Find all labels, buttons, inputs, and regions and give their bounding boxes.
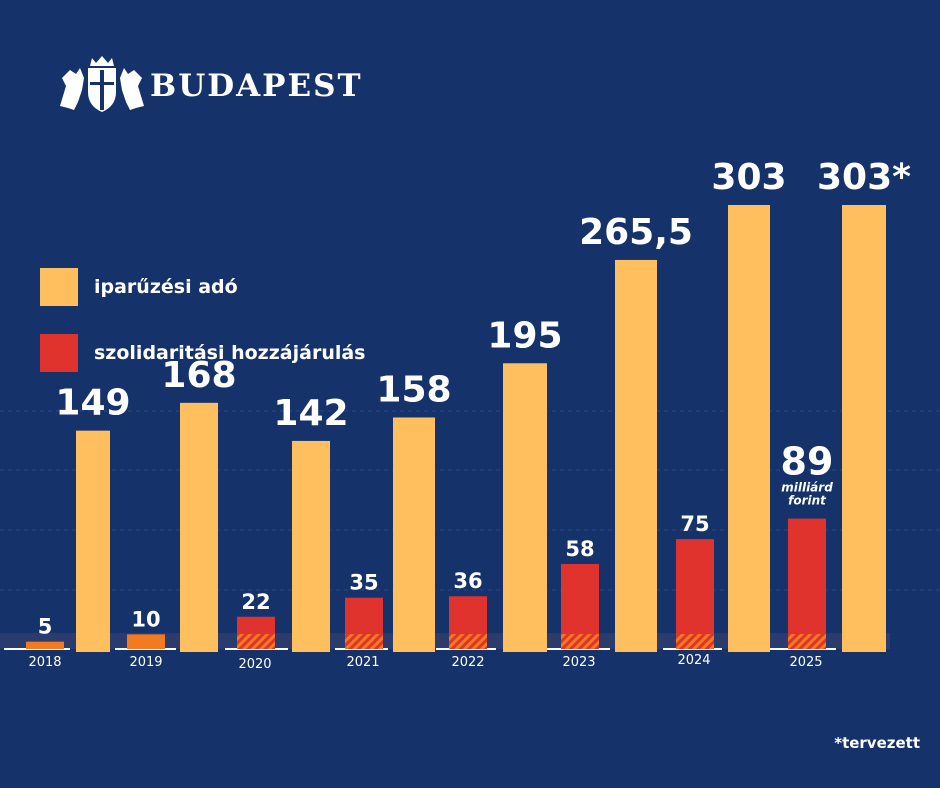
label-iparuzesi-2020: 142 [273, 393, 348, 434]
label-szolidaritasi-2021: 35 [349, 571, 378, 595]
bar-szolidaritasi-2019 [127, 634, 165, 649]
baseline-band [0, 633, 890, 649]
label-iparuzesi-2024: 303 [711, 157, 786, 198]
bars [26, 205, 886, 652]
bar-hatch-2025 [788, 634, 826, 649]
bar-iparuzesi-2018 [76, 430, 110, 652]
x-tick-2025: 2025 [789, 655, 822, 670]
bar-iparuzesi-2024 [728, 205, 770, 652]
x-tick-2018: 2018 [28, 655, 61, 670]
annotation-line: forint [788, 494, 827, 508]
label-iparuzesi-2018: 149 [55, 383, 130, 424]
data-labels: 149 5 168 10 142 22 158 35 195 36 265,5 58 303 75 303*… [38, 157, 911, 639]
bar-szolidaritasi-2018 [26, 641, 64, 649]
legend-label-iparuzesi: iparűzési adó [94, 276, 238, 298]
label-iparuzesi-2025: 303* [817, 157, 911, 198]
budapest-coat-of-arms-logo [60, 56, 144, 112]
label-iparuzesi-2021: 158 [376, 369, 451, 410]
bar-iparuzesi-2022 [503, 363, 547, 652]
x-axis-ticks: 2018 2019 2020 2021 2022 2023 2024 2025 [28, 653, 822, 672]
bar-iparuzesi-2021 [393, 417, 435, 652]
label-iparuzesi-2019: 168 [161, 355, 236, 396]
x-tick-2021: 2021 [346, 655, 379, 670]
annotation-line: milliárd [781, 481, 833, 495]
label-szolidaritasi-2020: 22 [241, 590, 270, 614]
bar-hatch-2021 [345, 634, 383, 649]
bar-iparuzesi-2019 [180, 402, 218, 652]
bar-szolidaritasi-2024 [676, 539, 714, 649]
bar-hatch-2024 [676, 634, 714, 649]
label-szolidaritasi-2023: 58 [565, 537, 594, 561]
legend-item-iparuzesi: iparűzési adó [40, 268, 238, 306]
bar-iparuzesi-2020 [292, 440, 330, 652]
bar-hatch-2023 [561, 634, 599, 649]
label-iparuzesi-2023: 265,5 [579, 212, 693, 253]
label-szolidaritasi-2022: 36 [453, 569, 482, 593]
bar-hatch-2022 [449, 634, 487, 649]
brand-name: BUDAPEST [150, 68, 363, 104]
legend-swatch-iparuzesi [40, 268, 78, 306]
label-szolidaritasi-2025: 89 [781, 440, 834, 484]
bar-iparuzesi-2025 [842, 205, 886, 652]
legend-label-szolidaritasi: szolidaritási hozzájárulás [94, 342, 366, 364]
footnote: *tervezett [834, 734, 920, 752]
x-tick-2020: 2020 [238, 657, 271, 672]
x-tick-2022: 2022 [451, 655, 484, 670]
x-tick-2019: 2019 [129, 655, 162, 670]
bar-szolidaritasi-2025 [788, 518, 826, 649]
label-szolidaritasi-2018: 5 [38, 615, 53, 639]
label-szolidaritasi-2019: 10 [131, 607, 160, 631]
x-tick-2024: 2024 [677, 653, 710, 668]
label-iparuzesi-2022: 195 [487, 315, 562, 356]
bar-hatch-2020 [237, 634, 275, 649]
legend-item-szolidaritasi: szolidaritási hozzájárulás [40, 334, 365, 372]
x-tick-2023: 2023 [562, 655, 595, 670]
bar-iparuzesi-2023 [615, 259, 657, 652]
label-szolidaritasi-2024: 75 [680, 512, 709, 536]
legend-swatch-szolidaritasi [40, 334, 78, 372]
